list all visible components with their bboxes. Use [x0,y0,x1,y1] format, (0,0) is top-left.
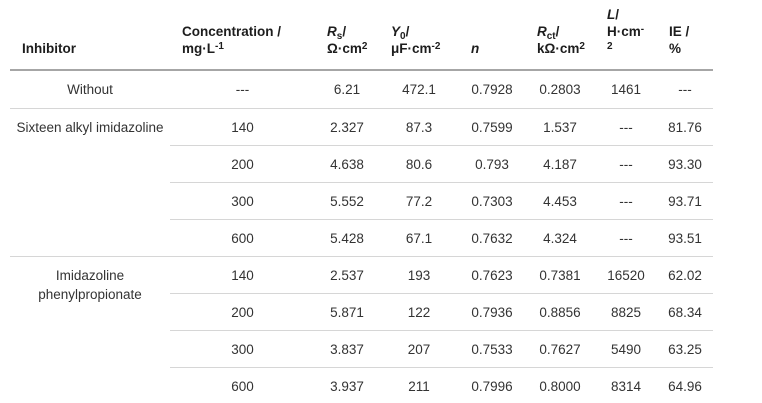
cell-rct: 4.324 [525,219,595,257]
cell-rct: 0.8856 [525,293,595,331]
col-header-n: n [459,0,525,71]
cell-rs: 2.537 [315,256,379,294]
cell-rs: 6.21 [315,70,379,109]
cell-rs: 3.937 [315,367,379,403]
cell-ie: 68.34 [657,293,713,331]
cell-l: --- [595,219,657,257]
cell-y0: 80.6 [379,145,459,183]
cell-y0: 77.2 [379,182,459,220]
cell-y0: 87.3 [379,108,459,146]
cell-y0: 207 [379,330,459,368]
cell-ie: 62.02 [657,256,713,294]
cell-l: --- [595,145,657,183]
col-header-l: L/H·cm- 2 [595,0,657,71]
cell-l: 8825 [595,293,657,331]
cell-concentration: --- [170,70,315,109]
cell-ie: 93.30 [657,145,713,183]
cell-n: 0.7623 [459,256,525,294]
cell-l: 16520 [595,256,657,294]
cell-l: 8314 [595,367,657,403]
col-header-inhibitor: Inhibitor [10,0,170,71]
table-row: 600 3.937 211 0.7996 0.8000 8314 64.96 [10,367,713,403]
table-row: Imidazoline phenylpropionate 140 2.537 1… [10,256,713,403]
table-row: 200 5.871 122 0.7936 0.8856 8825 68.34 [10,293,713,331]
cell-rs: 5.552 [315,182,379,220]
cell-l: 5490 [595,330,657,368]
cell-concentration: 140 [170,256,315,294]
cell-concentration: 300 [170,182,315,220]
table-row: 600 5.428 67.1 0.7632 4.324 --- 93.51 [10,219,713,257]
cell-l: --- [595,108,657,146]
cell-inhibitor-group: Imidazoline phenylpropionate [10,256,170,403]
cell-rct: 4.187 [525,145,595,183]
table-row: Sixteen alkyl imidazoline 140 2.327 87.3… [10,108,713,257]
col-header-rct: Rct/kΩ·cm2 [525,0,595,71]
cell-rct: 0.7381 [525,256,595,294]
table-row: 300 5.552 77.2 0.7303 4.453 --- 93.71 [10,182,713,220]
cell-l: --- [595,182,657,220]
table-row: 200 4.638 80.6 0.793 4.187 --- 93.30 [10,145,713,183]
cell-l: 1461 [595,70,657,109]
cell-ie: 64.96 [657,367,713,403]
cell-ie: 81.76 [657,108,713,146]
cell-rs: 5.428 [315,219,379,257]
col-header-ie: IE /% [657,0,713,71]
cell-y0: 67.1 [379,219,459,257]
cell-rs: 4.638 [315,145,379,183]
cell-concentration: 140 [170,108,315,146]
eis-parameters-table: Inhibitor Concentration / mg·L-1 Rs/Ω·cm2… [10,0,713,403]
cell-rct: 0.7627 [525,330,595,368]
cell-n: 0.7996 [459,367,525,403]
cell-rct: 4.453 [525,182,595,220]
cell-ie: 93.51 [657,219,713,257]
col-header-rs: Rs/Ω·cm2 [315,0,379,71]
cell-inhibitor-group: Without [10,70,170,109]
cell-n: 0.7303 [459,182,525,220]
cell-y0: 193 [379,256,459,294]
cell-rs: 3.837 [315,330,379,368]
table-header-row: Inhibitor Concentration / mg·L-1 Rs/Ω·cm2… [10,0,713,71]
cell-rct: 1.537 [525,108,595,146]
cell-ie: 93.71 [657,182,713,220]
cell-rct: 0.2803 [525,70,595,109]
cell-y0: 472.1 [379,70,459,109]
cell-ie: 63.25 [657,330,713,368]
cell-n: 0.793 [459,145,525,183]
cell-ie: --- [657,70,713,109]
col-header-y0: Y0/μF·cm-2 [379,0,459,71]
table-row: Without --- 6.21 472.1 0.7928 0.2803 146… [10,70,713,109]
cell-y0: 122 [379,293,459,331]
cell-concentration: 600 [170,219,315,257]
col-header-concentration: Concentration / mg·L-1 [170,0,315,71]
cell-n: 0.7533 [459,330,525,368]
cell-rs: 5.871 [315,293,379,331]
cell-concentration: 200 [170,293,315,331]
cell-concentration: 300 [170,330,315,368]
table-row: 300 3.837 207 0.7533 0.7627 5490 63.25 [10,330,713,368]
cell-y0: 211 [379,367,459,403]
cell-n: 0.7632 [459,219,525,257]
cell-rs: 2.327 [315,108,379,146]
cell-n: 0.7599 [459,108,525,146]
cell-n: 0.7928 [459,70,525,109]
cell-concentration: 200 [170,145,315,183]
cell-n: 0.7936 [459,293,525,331]
cell-inhibitor-group: Sixteen alkyl imidazoline [10,108,170,257]
cell-rct: 0.8000 [525,367,595,403]
cell-concentration: 600 [170,367,315,403]
